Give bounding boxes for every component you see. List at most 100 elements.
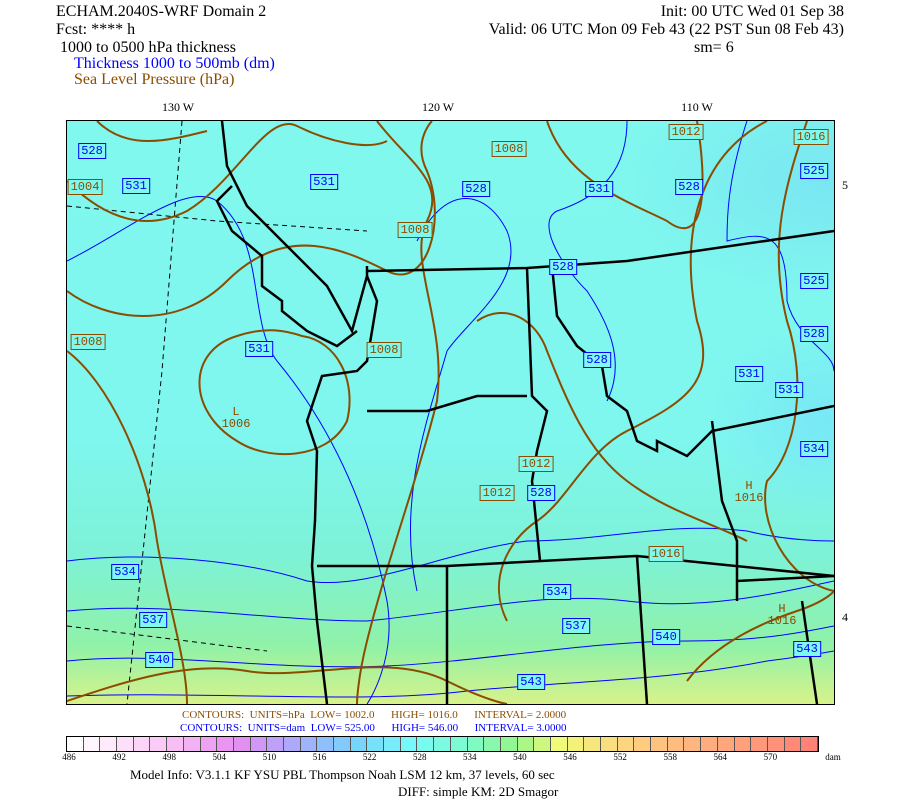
lon-label: 110 W	[681, 100, 713, 114]
colorbar-swatch	[534, 737, 551, 751]
smoothing: sm= 6	[694, 39, 734, 56]
colorbar-swatch	[550, 737, 568, 751]
init-time: Init: 00 UTC Wed 01 Sep 38	[660, 3, 844, 20]
colorbar-swatch	[367, 737, 385, 751]
colorbar-tick-label: 540	[513, 752, 527, 762]
map-title: ECHAM.2040S-WRF Domain 2	[56, 3, 267, 20]
colorbar-swatch	[734, 737, 752, 751]
thickness-label: 543	[517, 674, 545, 690]
interval: INTERVAL= 2.0000	[474, 709, 567, 721]
colorbar-swatch	[400, 737, 418, 751]
colorbar-swatch	[701, 737, 718, 751]
forecast-hour: Fcst: **** h	[56, 21, 136, 38]
colorbar-swatch	[717, 737, 735, 751]
thickness-label: 525	[800, 163, 828, 179]
slp-label: 1012	[479, 485, 515, 501]
colorbar-tick-label: 498	[162, 752, 176, 762]
colorbar-swatch	[200, 737, 218, 751]
colorbar-swatch	[233, 737, 251, 751]
colorbar-tick-label: 492	[112, 752, 126, 762]
colorbar-tick-label: 552	[613, 752, 627, 762]
colorbar-swatch	[83, 737, 101, 751]
colorbar-tick-label: 516	[312, 752, 327, 762]
colorbar-swatch	[417, 737, 435, 751]
colorbar-swatch	[684, 737, 702, 751]
colorbar-swatch	[317, 737, 334, 751]
colorbar-tick-label: 528	[412, 752, 427, 762]
colorbar-tick-label: 564	[713, 752, 728, 762]
colorbar-swatch	[484, 737, 501, 751]
colorbar-swatch	[751, 737, 768, 751]
contours-label: CONTOURS:	[182, 709, 245, 721]
slp-label: 1008	[366, 342, 402, 358]
slp-label: 1012	[668, 124, 704, 140]
colorbar-swatch	[767, 737, 785, 751]
map-lines	[67, 121, 834, 704]
colorbar-swatch	[100, 737, 118, 751]
diff-info: DIFF: simple KM: 2D Smagor	[398, 784, 559, 799]
thickness-label: 531	[122, 178, 150, 194]
map-panel: 528 531 531 528 531 528 525 528 525 528 …	[66, 120, 835, 705]
thickness-label: 531	[585, 181, 613, 197]
colorbar-swatch	[67, 737, 84, 751]
thickness-label: 528	[583, 352, 611, 368]
colorbar-swatch	[467, 737, 485, 751]
thickness-label: 540	[145, 652, 173, 668]
lon-label: 130 W	[161, 100, 195, 114]
contours-label: CONTOURS:	[180, 722, 243, 734]
thickness-label: 528	[78, 143, 106, 159]
colorbar-swatch	[267, 737, 284, 751]
colorbar-swatch	[167, 737, 184, 751]
units: UNITS=dam	[247, 722, 306, 734]
colorbar-swatch	[384, 737, 401, 751]
colorbar-tick-label: 570	[763, 752, 778, 762]
interval: INTERVAL= 3.0000	[474, 722, 567, 734]
colorbar-swatch	[634, 737, 652, 751]
thickness-label: 531	[310, 174, 338, 190]
colorbar-unit: dam	[825, 752, 841, 762]
thickness-label: 534	[800, 441, 828, 457]
thickness-contours	[67, 121, 834, 704]
slp-label: 1008	[70, 334, 106, 350]
thickness-label: 531	[775, 382, 803, 398]
colorbar-swatch	[450, 737, 468, 751]
colorbar-tick-label: 486	[62, 752, 76, 762]
lon-label: 120 W	[421, 100, 455, 114]
lat-label: 4	[842, 610, 848, 624]
units: UNITS=hPa	[249, 709, 305, 721]
colorbar-swatch	[601, 737, 618, 751]
colorbar-swatch	[283, 737, 301, 751]
colorbar-swatch	[117, 737, 134, 751]
slp-label: 1016	[648, 546, 684, 562]
thickness-label: 534	[111, 564, 139, 580]
thickness-label: 543	[793, 641, 821, 657]
legend-slp: Sea Level Pressure (hPa)	[74, 71, 235, 88]
colorbar-swatch	[651, 737, 668, 751]
high-pressure-center: H 1016	[766, 602, 799, 628]
slp-contours	[67, 121, 834, 704]
slp-label: 1016	[793, 129, 829, 145]
slp-label: 1016	[734, 491, 764, 505]
thickness-label: 537	[562, 618, 590, 634]
colorbar-swatch	[667, 737, 685, 751]
colorbar-swatch	[300, 737, 318, 751]
slp-label: 1008	[491, 141, 527, 157]
high-pressure-center: H 1016	[733, 479, 766, 505]
slp-contour-info: CONTOURS: UNITS=hPa LOW= 1002.0 HIGH= 10…	[182, 710, 566, 721]
colorbar-swatch	[133, 737, 151, 751]
slp-label: 1006	[221, 417, 251, 431]
thickness-label: 540	[652, 629, 680, 645]
colorbar-swatch	[334, 737, 351, 751]
low-pressure-center: L 1006	[220, 405, 253, 431]
colorbar-swatch	[217, 737, 234, 751]
colorbar-tick-label: 522	[362, 752, 377, 762]
slp-label: 1012	[518, 456, 554, 472]
slp-label: 1008	[397, 222, 433, 238]
colorbar-swatch	[250, 737, 268, 751]
political-borders	[215, 121, 834, 704]
legend-thickness: Thickness 1000 to 500mb (dm)	[74, 55, 275, 72]
high-marker: H	[778, 602, 786, 616]
colorbar-swatch	[517, 737, 535, 751]
low: LOW= 1002.0	[310, 709, 375, 721]
